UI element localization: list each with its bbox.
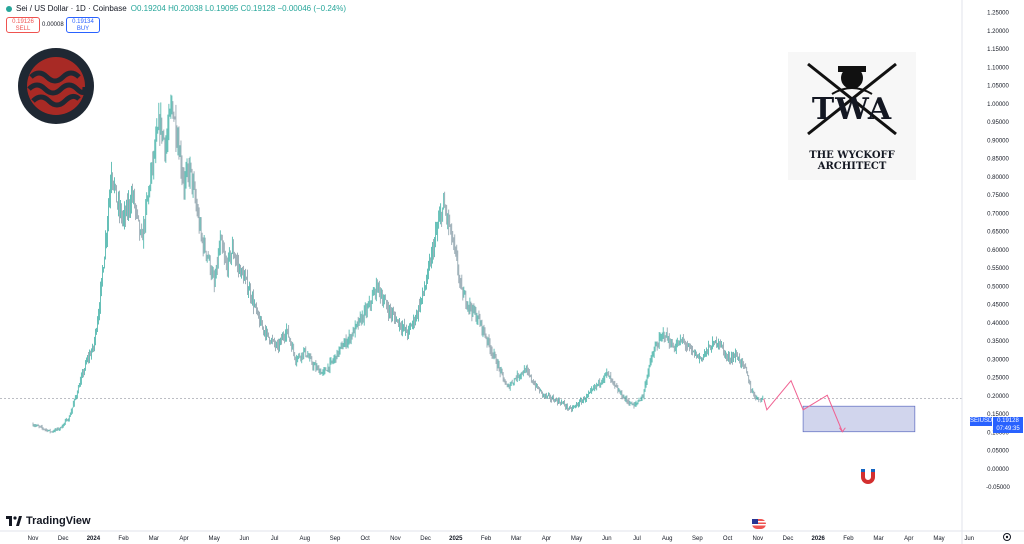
bar-countdown: 07:49:35 bbox=[996, 426, 1020, 432]
tradingview-logo-icon bbox=[6, 516, 22, 526]
x-tick-label: Nov bbox=[28, 536, 39, 542]
target-zone bbox=[802, 405, 916, 433]
price-tag: 0.19128 07:49:35 bbox=[993, 417, 1023, 433]
buy-label: BUY bbox=[76, 26, 90, 32]
x-tick-label: Dec bbox=[783, 536, 794, 542]
y-tick-label: 1.25000 bbox=[987, 11, 1009, 17]
y-tick-label: 0.20000 bbox=[987, 394, 1009, 400]
x-tick-label: Oct bbox=[361, 536, 371, 542]
y-tick-label: 0.25000 bbox=[987, 376, 1009, 382]
x-tick-label: May bbox=[571, 536, 582, 542]
x-tick-label: Mar bbox=[149, 536, 159, 542]
y-tick-label: -0.05000 bbox=[986, 485, 1010, 491]
chart-header: Sei / US Dollar · 1D · Coinbase O0.19204… bbox=[6, 4, 346, 13]
x-tick-label: Aug bbox=[299, 536, 310, 542]
y-tick-label: 1.00000 bbox=[987, 102, 1009, 108]
y-tick-label: 0.55000 bbox=[987, 266, 1009, 272]
x-tick-label: Mar bbox=[873, 536, 883, 542]
magnet-icon bbox=[861, 469, 875, 484]
buy-button[interactable]: 0.19134 BUY bbox=[66, 17, 100, 33]
y-tick-label: 1.10000 bbox=[987, 65, 1009, 71]
last-price: 0.19128 bbox=[997, 418, 1019, 424]
x-tick-label: Oct bbox=[723, 536, 733, 542]
projection-path bbox=[763, 379, 843, 432]
x-tick-label: Nov bbox=[752, 536, 763, 542]
x-tick-label: 2024 bbox=[87, 536, 101, 542]
y-tick-label: 0.00000 bbox=[987, 467, 1009, 473]
x-tick-label: Sep bbox=[692, 536, 703, 542]
x-tick-label: Jul bbox=[633, 536, 641, 542]
sell-price: 0.19126 bbox=[12, 19, 34, 25]
twa-monogram: TWA bbox=[811, 92, 893, 127]
market-status-icon bbox=[6, 5, 12, 12]
x-tick-label: Nov bbox=[390, 536, 401, 542]
x-tick-label: Jul bbox=[271, 536, 279, 542]
y-axis: 1.25000 1.20000 1.15000 1.10000 1.05000 1.000… bbox=[986, 11, 1010, 492]
buy-price: 0.19134 bbox=[72, 19, 94, 25]
settings-icon[interactable] bbox=[1002, 532, 1012, 542]
x-axis: Nov Dec 2024 Feb Mar Apr May Jun Jul Aug Sep Oct Nov… bbox=[28, 536, 974, 542]
y-tick-label: 0.60000 bbox=[987, 248, 1009, 254]
ohlc-readout: O0.19204 H0.20038 L0.19095 C0.19128 −0.0… bbox=[130, 4, 347, 13]
price-series bbox=[32, 94, 764, 434]
twa-line2: ARCHITECT bbox=[817, 161, 887, 172]
x-tick-label: 2026 bbox=[812, 536, 826, 542]
y-tick-label: 0.65000 bbox=[987, 230, 1009, 236]
y-tick-label: 0.70000 bbox=[987, 211, 1009, 217]
x-tick-label: Dec bbox=[58, 536, 69, 542]
y-tick-label: 1.05000 bbox=[987, 84, 1009, 90]
y-tick-label: 0.40000 bbox=[987, 321, 1009, 327]
y-tick-label: 0.05000 bbox=[987, 449, 1009, 455]
y-tick-label: 0.75000 bbox=[987, 193, 1009, 199]
x-tick-label: Feb bbox=[481, 536, 492, 542]
y-tick-label: 0.50000 bbox=[987, 284, 1009, 290]
x-tick-label: Apr bbox=[542, 536, 551, 542]
us-flag-icon[interactable] bbox=[752, 519, 766, 529]
x-tick-label: Feb bbox=[843, 536, 854, 542]
twa-watermark: TWA THE WYCKOFF ARCHITECT bbox=[788, 52, 916, 180]
sell-label: SELL bbox=[15, 26, 31, 32]
x-tick-label: May bbox=[209, 536, 220, 542]
y-tick-label: 0.15000 bbox=[987, 412, 1009, 418]
tradingview-branding[interactable]: TradingView bbox=[6, 515, 91, 527]
twa-logo-icon bbox=[807, 62, 897, 136]
y-tick-label: 0.90000 bbox=[987, 138, 1009, 144]
twa-line1: THE WYCKOFF bbox=[809, 150, 895, 161]
y-tick-label: 1.20000 bbox=[987, 29, 1009, 35]
y-tick-label: 1.15000 bbox=[987, 47, 1009, 53]
x-tick-label: Apr bbox=[179, 536, 188, 542]
tradingview-label: TradingView bbox=[26, 515, 91, 527]
projection-arrow-head bbox=[838, 427, 846, 433]
sei-logo-icon bbox=[18, 48, 94, 124]
x-tick-label: Sep bbox=[330, 536, 341, 542]
y-tick-label: 0.45000 bbox=[987, 303, 1009, 309]
y-tick-label: 0.10000 bbox=[987, 430, 1009, 436]
x-tick-label: Apr bbox=[904, 536, 913, 542]
x-tick-label: Jun bbox=[964, 536, 974, 542]
symbol-tag: SEIUSD bbox=[970, 417, 993, 426]
y-tick-label: 0.85000 bbox=[987, 157, 1009, 163]
x-tick-label: 2025 bbox=[449, 536, 463, 542]
x-tick-label: May bbox=[933, 536, 944, 542]
x-tick-label: Dec bbox=[420, 536, 431, 542]
sell-button[interactable]: 0.19126 SELL bbox=[6, 17, 40, 33]
symbol-title[interactable]: Sei / US Dollar · 1D · Coinbase bbox=[16, 4, 127, 13]
x-tick-label: Aug bbox=[662, 536, 673, 542]
x-tick-label: Jun bbox=[602, 536, 612, 542]
y-tick-label: 0.80000 bbox=[987, 175, 1009, 181]
x-tick-label: Mar bbox=[511, 536, 521, 542]
x-tick-label: Jun bbox=[240, 536, 250, 542]
y-tick-label: 0.30000 bbox=[987, 357, 1009, 363]
y-tick-label: 0.35000 bbox=[987, 339, 1009, 345]
y-tick-label: 0.95000 bbox=[987, 120, 1009, 126]
x-tick-label: Feb bbox=[118, 536, 129, 542]
spread-value: 0.00008 bbox=[42, 22, 64, 28]
